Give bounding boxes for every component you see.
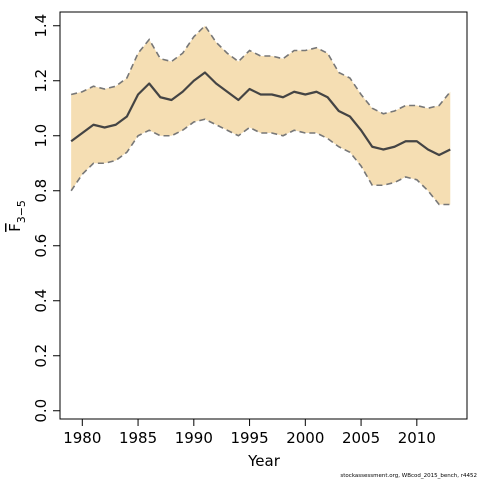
x-axis: 1980 1985 1990 1995 2000 2005 2010	[63, 419, 436, 447]
series-line-layer	[70, 71, 451, 157]
x-tick-label: 1980	[63, 429, 101, 447]
x-tick-label: 1990	[175, 429, 213, 447]
y-tick-label: 0.6	[32, 234, 50, 258]
y-tick-label: 1.2	[32, 69, 50, 93]
y-tick-label: 1.0	[32, 124, 50, 148]
y-tick-label: 0.4	[32, 289, 50, 313]
y-axis-label: F3−5	[6, 200, 28, 232]
y-tick-label: 0.8	[32, 179, 50, 203]
plot-frame	[59, 11, 468, 420]
svg-text:F3−5: F3−5	[6, 200, 28, 232]
confidence-band-fill	[71, 25, 451, 205]
x-tick-label: 2000	[286, 429, 324, 447]
y-tick-label: 0.2	[32, 344, 50, 368]
x-tick-label: 2010	[398, 429, 436, 447]
y-axis: 0.0 0.2 0.4 0.6 0.8 1.0 1.2 1.4	[32, 14, 60, 423]
y-axis-label-subscript: 3−5	[15, 200, 28, 223]
series-line	[70, 71, 451, 157]
lower-bound-line	[70, 118, 451, 206]
y-tick-label: 1.4	[32, 14, 50, 38]
y-axis-label-main: F	[6, 223, 24, 232]
confidence-band-layer	[70, 24, 451, 206]
x-tick-label: 2005	[342, 429, 380, 447]
footnote: stockassessment.org, WBcod_2015_bench, r…	[340, 473, 477, 479]
x-tick-label: 1995	[230, 429, 268, 447]
x-tick-label: 1985	[119, 429, 157, 447]
x-axis-label: Year	[247, 452, 281, 470]
y-tick-label: 0.0	[32, 399, 50, 423]
